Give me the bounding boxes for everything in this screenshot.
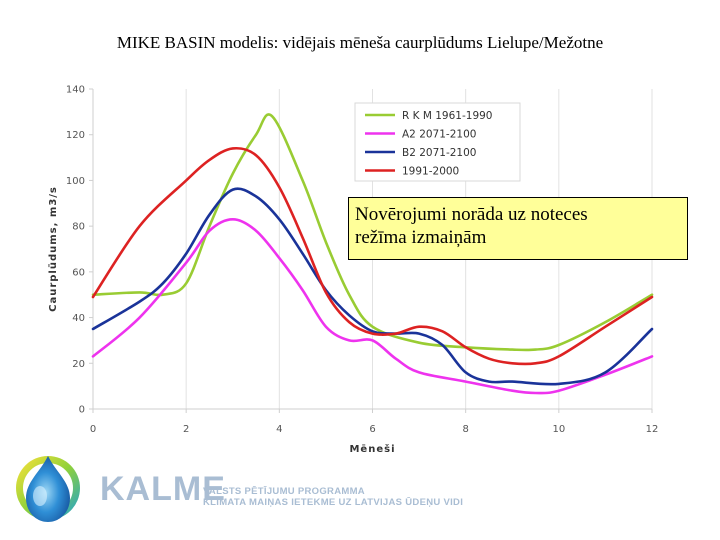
x-tick-label: 0 xyxy=(90,424,96,435)
callout-box: Novērojumi norāda uz noteces režīma izma… xyxy=(348,197,688,260)
footer-logo-area xyxy=(16,456,80,522)
legend: R K M 1961-1990 A2 2071-2100 B2 2071-2100 1… xyxy=(354,102,521,182)
x-tick-label: 10 xyxy=(552,424,565,435)
legend-entry-3: B2 2071-2100 xyxy=(402,147,476,159)
y-tick-label: 20 xyxy=(72,359,85,370)
x-tick-label: 8 xyxy=(462,424,468,435)
y-tick-label: 60 xyxy=(72,267,85,278)
x-tick-label: 4 xyxy=(276,424,282,435)
x-tick-label: 2 xyxy=(183,424,189,435)
program-name-line-1: VALSTS PĒTĪJUMU PROGRAMMA xyxy=(203,486,365,497)
series-lines xyxy=(91,113,654,395)
slide-title: MIKE BASIN modelis: vidējais mēneša caur… xyxy=(116,33,604,52)
series-line-2 xyxy=(91,218,654,395)
y-tick-label: 0 xyxy=(79,405,85,416)
x-tick-label: 12 xyxy=(646,424,659,435)
water-drop-icon xyxy=(16,456,80,522)
y-tick-label: 100 xyxy=(66,176,85,187)
y-tick-label: 120 xyxy=(66,130,85,141)
callout-line-1: Novērojumi norāda uz noteces xyxy=(355,204,588,225)
kalme-logo-text: KALME xyxy=(100,470,226,508)
y-tick-label: 140 xyxy=(66,85,85,96)
program-name-line-2: KLIMATA MAIŅAS IETEKME UZ LATVIJAS ŪDEŅU… xyxy=(203,497,464,508)
callout-line-2: režīma izmaiņām xyxy=(355,227,487,248)
series-line-4 xyxy=(91,146,654,366)
series-line-3 xyxy=(91,187,654,386)
legend-entry-1: R K M 1961-1990 xyxy=(402,110,493,122)
x-axis-label: Mēneši xyxy=(349,443,395,455)
axes: 0 20 40 60 80 100 120 140 0 2 4 6 8 10 12 Mēneši Caurplū… xyxy=(48,85,658,456)
x-tick-label: 6 xyxy=(369,424,375,435)
y-tick-label: 80 xyxy=(72,222,85,233)
y-tick-label: 40 xyxy=(72,313,85,324)
legend-entry-2: A2 2071-2100 xyxy=(402,129,476,141)
series-line-1 xyxy=(91,113,654,352)
y-axis-label: Caurplūdums, m3/s xyxy=(48,186,59,312)
legend-entry-4: 1991-2000 xyxy=(402,166,459,178)
